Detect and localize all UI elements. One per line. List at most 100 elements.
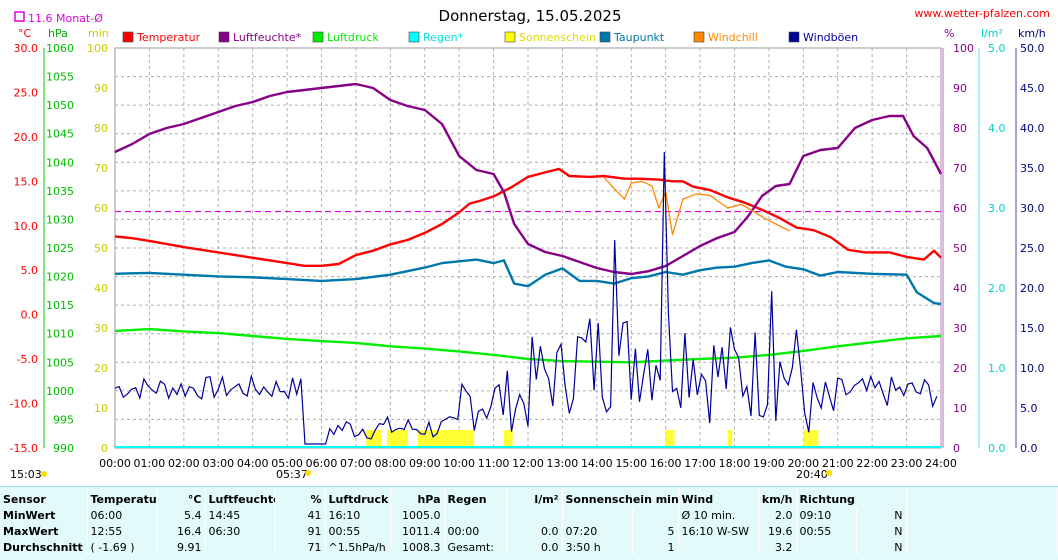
site-link[interactable]: www.wetter-pfalzen.com [914, 7, 1050, 20]
tick-label-temp: -10.0 [10, 398, 38, 411]
stats-cell [632, 507, 679, 523]
series-line-temperatur [114, 167, 942, 267]
x-tick-label: 07:00 [340, 457, 372, 470]
sunshine-bar [372, 430, 376, 448]
tick-label-rain: 4.0 [988, 122, 1006, 135]
tick-label-sun: 70 [94, 162, 108, 175]
tick-label-humidity: 0 [953, 442, 960, 455]
tick-label-pressure: 1030 [46, 213, 74, 226]
legend-label: Regen* [423, 31, 464, 44]
sunshine-bar [508, 430, 511, 448]
tick-label-humidity: 10 [953, 402, 967, 415]
x-tick-label: 20:00 [787, 457, 819, 470]
stats-cell: 19.6 [758, 523, 797, 539]
tick-label-temp: -15.0 [10, 442, 38, 455]
legend-swatch [122, 31, 134, 43]
tick-label-sun: 80 [94, 122, 108, 135]
stats-cell: Ø 10 min. [678, 507, 759, 523]
sunshine-bar [434, 430, 437, 448]
tick-label-wind: 0.0 [1020, 442, 1038, 455]
legend-swatch [788, 31, 800, 43]
tick-label-wind: 10.0 [1020, 362, 1045, 375]
tick-label-sun: 0 [101, 442, 108, 455]
tick-label-pressure: 1060 [46, 42, 74, 55]
tick-label-wind: 35.0 [1020, 162, 1045, 175]
sunshine-bar [671, 430, 675, 448]
sunshine-bar [395, 430, 398, 448]
tick-label-temp: 5.0 [21, 264, 39, 277]
stats-cell: 5 [632, 523, 679, 539]
corner-time: 15:03 [10, 468, 42, 481]
legend-label: Taupunkt [613, 31, 665, 44]
stats-cell [205, 539, 276, 555]
sunshine-bar [465, 430, 468, 448]
tick-label-pressure: 1035 [46, 185, 74, 198]
sunshine-bar [510, 430, 513, 448]
unit-rain: l/m² [981, 27, 1003, 40]
sunshine-bar [436, 430, 440, 448]
sunshine-bar [450, 430, 454, 448]
stats-cell: 0.0 [506, 539, 563, 555]
header-temperature: Temperatur [87, 487, 158, 507]
sunshine-bar [446, 430, 450, 448]
tick-label-humidity: 80 [953, 122, 967, 135]
stats-cell: 1 [632, 539, 679, 555]
sunshine-bar [378, 430, 382, 448]
tick-label-temp: 10.0 [14, 220, 39, 233]
tick-label-temp: 20.0 [14, 131, 39, 144]
x-tick-label: 15:00 [615, 457, 647, 470]
tick-label-sun: 10 [94, 402, 108, 415]
legend-swatch [408, 31, 420, 43]
x-tick-label: 04:00 [237, 457, 269, 470]
stats-row: MaxWert 12:55 16.4 06:30 91 00:55 1011.4 00:00 0… [0, 523, 1057, 539]
legend-label: Luftfeuchte* [233, 31, 302, 44]
axes: 30.0 25.0 20.0 15.0 10.0 5.0 0.0 -5.0 -10.0 -15.0… [10, 42, 1045, 470]
stats-cell: 16:10 W-SW [678, 523, 759, 539]
sunshine-bar [727, 430, 731, 448]
sun-corner-icon [41, 471, 47, 477]
unit-humidity: % [944, 27, 954, 40]
tick-label-rain: 3.0 [988, 202, 1006, 215]
stats-cell: 3:50 h [562, 539, 633, 555]
sunshine-bar [432, 430, 435, 448]
series-line-taupunkt [114, 258, 942, 306]
x-tick-label: 14:00 [581, 457, 613, 470]
tick-label-pressure: 1025 [46, 242, 74, 255]
sunshine-bar [459, 430, 462, 448]
tick-label-pressure: 1000 [46, 385, 74, 398]
stats-cell: 9.91 [157, 539, 206, 555]
x-tick-label: 06:00 [306, 457, 338, 470]
series-line-luftdruck [114, 327, 942, 364]
tick-label-sun: 30 [94, 322, 108, 335]
header-rain-unit: l/m² [506, 487, 563, 507]
legend-swatch [599, 31, 611, 43]
sunshine-bar [463, 430, 466, 448]
stats-row-label: MinWert [0, 507, 88, 523]
legend-swatch [312, 31, 324, 43]
tick-label-wind: 50.0 [1020, 42, 1045, 55]
stats-cell: 3.2 [758, 539, 797, 555]
tick-label-sun: 60 [94, 202, 108, 215]
header-wind: Wind [678, 487, 759, 507]
tick-label-humidity: 90 [953, 82, 967, 95]
x-tick-label: 02:00 [168, 457, 200, 470]
sunshine-bar [471, 430, 475, 448]
tick-label-wind: 15.0 [1020, 322, 1045, 335]
stats-cell: 07:20 [562, 523, 633, 539]
sunshine-bar [386, 430, 390, 448]
stats-cell: 5.4 [157, 507, 206, 523]
sunshine-bar [426, 430, 429, 448]
tick-label-rain: 0.0 [988, 442, 1006, 455]
header-pressure: Luftdruck [325, 487, 391, 507]
header-sensor: Sensor [0, 487, 88, 507]
stats-cell: 09:10 [796, 507, 857, 523]
sunshine-bar [403, 430, 407, 448]
series-line-windchill [603, 176, 790, 236]
x-tick-label: 24:00 [925, 457, 957, 470]
x-tick-label: 09:00 [409, 457, 441, 470]
stats-cell: 91 [275, 523, 326, 539]
sunrise-icon [305, 470, 311, 476]
sunshine-bar [805, 430, 808, 448]
tick-label-pressure: 990 [53, 442, 74, 455]
tick-label-pressure: 1010 [46, 328, 74, 341]
